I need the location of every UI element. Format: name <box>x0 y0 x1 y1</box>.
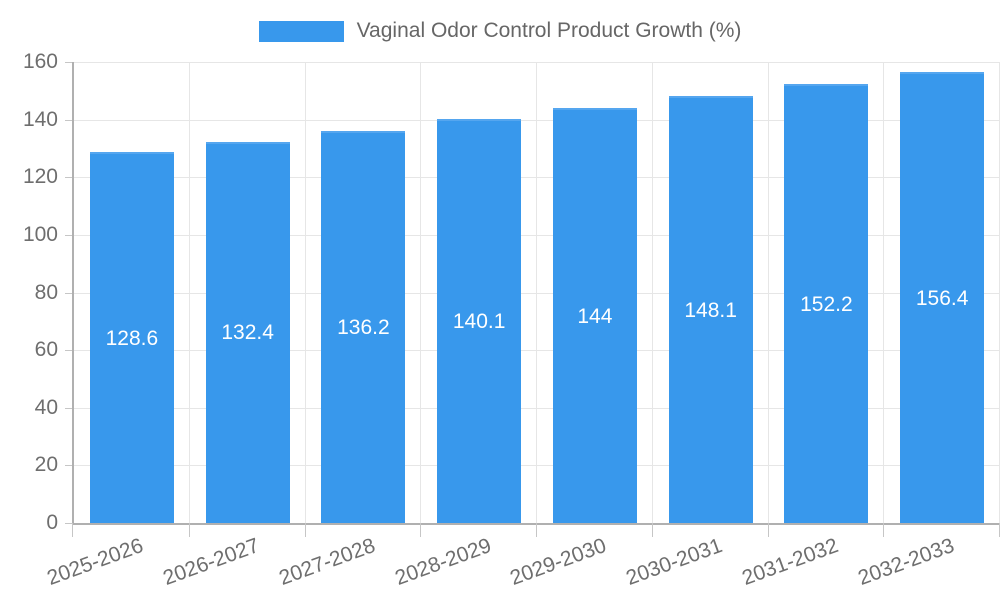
x-axis-tick <box>304 523 306 537</box>
y-axis-tick <box>65 119 72 121</box>
bar-value-label: 148.1 <box>684 298 737 322</box>
horizontal-gridline <box>74 292 1000 294</box>
bar: 152.2 <box>784 84 869 523</box>
bar-value-label: 144 <box>577 304 613 328</box>
x-axis-tick-label: 2030-2031 <box>623 534 726 590</box>
bar: 148.1 <box>668 96 753 523</box>
bar-value-label: 136.2 <box>337 315 390 339</box>
bar: 136.2 <box>321 130 406 523</box>
x-axis-tick-label: 2029-2030 <box>507 534 610 590</box>
y-axis-tick <box>65 177 72 179</box>
y-axis-tick-label: 100 <box>22 222 58 246</box>
bar-value-label: 128.6 <box>105 326 159 350</box>
bar-value-label: 152.2 <box>800 292 853 316</box>
bar-value-label: 156.4 <box>915 286 969 310</box>
x-axis-tick-label: 2027-2028 <box>275 534 379 590</box>
y-axis-tick-label: 60 <box>34 338 58 362</box>
x-axis-tick <box>420 523 422 537</box>
x-axis-tick-label: 2028-2029 <box>391 534 494 590</box>
y-axis-tick-label: 120 <box>22 165 58 189</box>
vertical-gridline <box>651 62 653 523</box>
bar-value-label: 132.4 <box>221 321 274 345</box>
horizontal-gridline <box>74 350 1000 352</box>
y-axis-tick-label: 20 <box>34 453 58 477</box>
x-axis-tick-label: 2032-2033 <box>854 534 957 590</box>
y-axis-tick <box>65 350 72 352</box>
bar: 128.6 <box>89 152 174 523</box>
horizontal-gridline <box>74 234 1000 236</box>
vertical-gridline <box>767 62 769 523</box>
x-axis-tick-label: 2026-2027 <box>160 534 263 590</box>
x-axis-tick-label: 2031-2032 <box>738 534 842 590</box>
horizontal-gridline <box>74 119 1000 121</box>
vertical-gridline <box>304 62 306 523</box>
horizontal-gridline <box>74 465 1000 467</box>
bar: 140.1 <box>437 119 522 523</box>
y-axis-tick <box>65 523 72 524</box>
vertical-gridline <box>536 62 537 523</box>
vertical-gridline <box>420 62 422 523</box>
x-axis-tick <box>188 523 190 537</box>
y-axis-tick <box>65 465 72 467</box>
plot-area: 128.6 132.4 136.2 140.1 144 148.1 152.2 156.4 <box>65 62 1000 537</box>
horizontal-gridline <box>74 407 1000 409</box>
y-axis-tick-label: 160 <box>22 50 58 73</box>
x-axis-tick <box>72 523 73 537</box>
y-axis-tick <box>65 292 72 294</box>
legend[interactable]: Vaginal Odor Control Product Growth (%) <box>0 19 1000 43</box>
vertical-gridline <box>188 62 190 523</box>
legend-label: Vaginal Odor Control Product Growth (%) <box>356 19 742 42</box>
bar-value-label: 140.1 <box>452 310 506 334</box>
y-axis-labels: 0 20 40 60 80 100 120 140 160 <box>0 50 58 534</box>
vertical-gridline <box>883 62 885 523</box>
y-axis-tick <box>65 62 72 63</box>
bar: 144 <box>552 108 637 523</box>
y-axis-tick-label: 80 <box>34 280 58 304</box>
x-axis-tick <box>651 523 653 537</box>
x-axis-tick <box>536 523 537 537</box>
horizontal-gridline <box>74 62 1000 63</box>
horizontal-gridline <box>74 177 1000 179</box>
bar: 132.4 <box>205 141 290 523</box>
y-axis-tick <box>65 407 72 409</box>
y-axis-tick <box>65 234 72 236</box>
x-axis-tick <box>767 523 769 537</box>
x-axis-tick-label: 2025-2026 <box>44 534 147 590</box>
y-axis-tick-label: 140 <box>22 107 58 131</box>
bar: 156.4 <box>900 72 985 523</box>
x-axis-tick <box>883 523 885 537</box>
y-axis-tick-label: 40 <box>34 395 58 419</box>
y-axis-tick-label: 0 <box>46 511 58 534</box>
legend-swatch-icon <box>258 20 344 42</box>
